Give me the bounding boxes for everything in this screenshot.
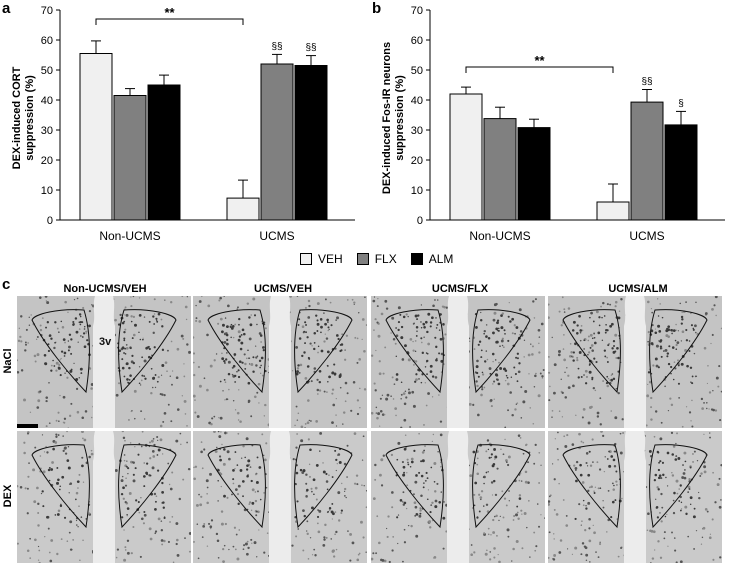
y-axis-label: DEX-induced CORT suppression (%) bbox=[11, 66, 36, 169]
panel-label-c: c bbox=[2, 276, 11, 293]
micrograph-dex-3 bbox=[548, 431, 722, 563]
y-tick-label: 50 bbox=[41, 65, 53, 77]
bar-flx-1 bbox=[260, 63, 294, 221]
y-tick-label: 20 bbox=[411, 155, 423, 167]
legend-swatch-flx bbox=[356, 253, 369, 265]
row-label-nacl: NaCl bbox=[2, 348, 14, 374]
y-axis-label-line: DEX-induced CORT bbox=[11, 66, 23, 169]
y-tick-label: 60 bbox=[41, 35, 53, 47]
significance-mark: §§ bbox=[271, 41, 282, 52]
y-tick-label: 70 bbox=[411, 5, 423, 17]
legend-label-veh: VEH bbox=[318, 252, 343, 266]
bracket-label: ** bbox=[164, 5, 175, 20]
column-title-ucms-veh: UCMS/VEH bbox=[253, 283, 313, 295]
y-axis-label-line: DEX-induced Fos-IR neurons bbox=[381, 42, 393, 194]
y-axis-label: DEX-induced Fos-IR neurons suppression (… bbox=[381, 42, 406, 194]
category-label: Non-UCMS bbox=[469, 229, 530, 243]
column-title-ucms-alm: UCMS/ALM bbox=[608, 283, 668, 295]
y-tick-label: 40 bbox=[41, 95, 53, 107]
category-label: Non-UCMS bbox=[99, 229, 160, 243]
panel-label-a: a bbox=[2, 0, 11, 17]
panel-label-b: b bbox=[372, 0, 382, 17]
y-tick-label: 50 bbox=[411, 65, 423, 77]
y-axis-label-line: suppression (%) bbox=[394, 75, 406, 161]
bracket-label: ** bbox=[534, 53, 545, 68]
y-tick-label: 60 bbox=[411, 35, 423, 47]
micrograph-nacl-1 bbox=[193, 296, 367, 428]
y-tick-label: 20 bbox=[41, 155, 53, 167]
bar-alm-1 bbox=[664, 124, 698, 221]
legend-swatch-veh bbox=[300, 253, 312, 265]
chart-b: DEX-induced Fos-IR neurons suppression (… bbox=[381, 5, 725, 243]
significance-mark: § bbox=[678, 98, 684, 109]
legend-item-alm: ALM bbox=[410, 252, 454, 266]
bar-veh-0 bbox=[79, 53, 113, 221]
bar-flx-0 bbox=[483, 118, 517, 221]
y-tick-label: 10 bbox=[411, 185, 423, 197]
y-tick-label: 0 bbox=[417, 215, 423, 227]
bar-alm-0 bbox=[147, 84, 181, 221]
micrograph-dex-0 bbox=[17, 431, 191, 563]
bar-veh-1 bbox=[226, 197, 260, 221]
row-label-dex: DEX bbox=[2, 484, 14, 508]
chart-a: DEX-induced CORT suppression (%) 0 10 20 30… bbox=[11, 5, 355, 243]
legend-label-flx: FLX bbox=[374, 252, 397, 266]
scale-bar bbox=[17, 424, 38, 428]
y-tick-label: 40 bbox=[411, 95, 423, 107]
category-label: UCMS bbox=[259, 229, 294, 243]
bar-veh-0 bbox=[449, 93, 483, 221]
legend-item-veh: VEH bbox=[300, 252, 343, 266]
micrograph-dex-1 bbox=[193, 431, 367, 563]
bar-alm-1 bbox=[294, 65, 328, 221]
legend-label-alm: ALM bbox=[428, 252, 454, 266]
bar-alm-0 bbox=[517, 127, 551, 221]
y-tick-label: 70 bbox=[41, 5, 53, 17]
micrograph-nacl-3 bbox=[548, 296, 722, 428]
significance-mark: §§ bbox=[305, 43, 316, 54]
legend: VEH FLX ALM bbox=[300, 252, 467, 266]
bar-veh-1 bbox=[596, 201, 630, 221]
legend-swatch-alm bbox=[410, 253, 423, 265]
bar-flx-1 bbox=[630, 101, 664, 221]
y-axis-label-line: suppression (%) bbox=[24, 75, 36, 161]
micrograph-nacl-0: 3v bbox=[17, 296, 191, 428]
y-tick-label: 10 bbox=[41, 185, 53, 197]
micrograph-nacl-2 bbox=[371, 296, 545, 428]
y-tick-label: 0 bbox=[47, 215, 53, 227]
column-title-non-ucms-veh: Non-UCMS/VEH bbox=[63, 283, 147, 295]
bar-flx-0 bbox=[113, 95, 147, 221]
legend-item-flx: FLX bbox=[356, 252, 397, 266]
significance-bracket bbox=[465, 66, 614, 73]
micrograph-dex-2 bbox=[371, 431, 545, 563]
significance-bracket bbox=[95, 18, 244, 25]
category-label: UCMS bbox=[629, 229, 664, 243]
y-tick-label: 30 bbox=[41, 125, 53, 137]
y-tick-label: 30 bbox=[411, 125, 423, 137]
significance-mark: §§ bbox=[641, 77, 652, 88]
ventricle-label: 3v bbox=[99, 336, 112, 348]
column-title-ucms-flx: UCMS/FLX bbox=[431, 283, 489, 295]
